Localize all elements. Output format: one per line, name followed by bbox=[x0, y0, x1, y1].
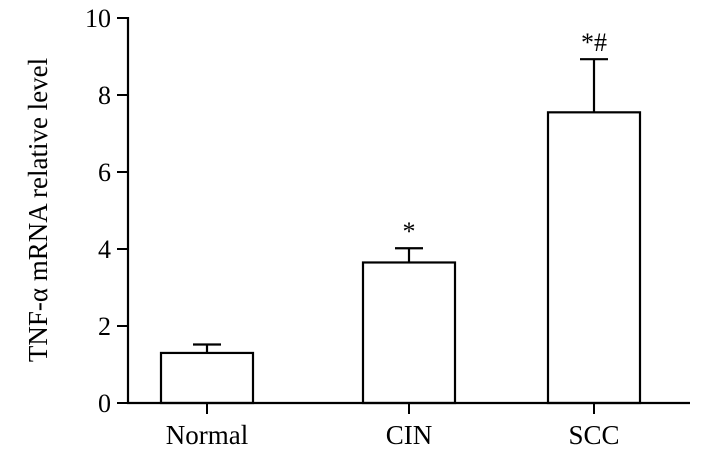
x-tick-label: Normal bbox=[166, 420, 248, 450]
y-ticks-layer: 0 2 4 6 8 10 bbox=[85, 4, 128, 418]
bar-scc bbox=[546, 111, 642, 405]
bars-layer bbox=[159, 111, 642, 405]
significance-label: * bbox=[403, 217, 416, 246]
y-tick-label: 0 bbox=[98, 389, 111, 418]
error-bars-layer bbox=[193, 58, 608, 353]
significance-label: *# bbox=[581, 28, 607, 57]
bar-normal bbox=[159, 351, 255, 405]
x-tick-label: CIN bbox=[386, 420, 433, 450]
y-tick-label: 6 bbox=[98, 158, 111, 187]
x-ticks-layer: Normal CIN SCC bbox=[166, 403, 620, 450]
y-tick-label: 10 bbox=[85, 4, 111, 33]
y-axis-label: TNF-α mRNA relative level bbox=[23, 58, 53, 362]
y-tick-label: 2 bbox=[98, 312, 111, 341]
y-tick-label: 4 bbox=[98, 235, 111, 264]
significance-labels-layer: * *# bbox=[403, 28, 608, 246]
x-tick-label: SCC bbox=[568, 420, 619, 450]
bar-cin bbox=[361, 261, 457, 405]
y-tick-label: 8 bbox=[98, 81, 111, 110]
